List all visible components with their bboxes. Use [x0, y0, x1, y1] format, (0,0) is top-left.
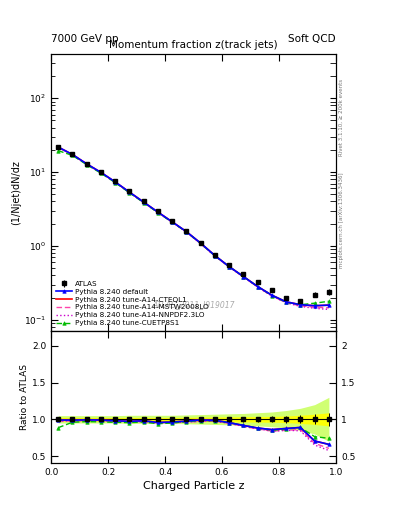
Legend: ATLAS, Pythia 8.240 default, Pythia 8.240 tune-A14-CTEQL1, Pythia 8.240 tune-A14: ATLAS, Pythia 8.240 default, Pythia 8.24… — [55, 280, 210, 328]
Text: Rivet 3.1.10, ≥ 200k events: Rivet 3.1.10, ≥ 200k events — [339, 79, 344, 156]
Text: 7000 GeV pp: 7000 GeV pp — [51, 34, 119, 44]
Text: Soft QCD: Soft QCD — [288, 34, 336, 44]
Y-axis label: (1/Njet)dN/dz: (1/Njet)dN/dz — [11, 160, 21, 225]
Title: Momentum fraction z(track jets): Momentum fraction z(track jets) — [109, 40, 278, 50]
Y-axis label: Ratio to ATLAS: Ratio to ATLAS — [20, 365, 29, 430]
X-axis label: Charged Particle z: Charged Particle z — [143, 481, 244, 492]
Text: ATLAS_2011_I919017: ATLAS_2011_I919017 — [152, 300, 235, 309]
Text: mcplots.cern.ch [arXiv:1306.3436]: mcplots.cern.ch [arXiv:1306.3436] — [339, 173, 344, 268]
